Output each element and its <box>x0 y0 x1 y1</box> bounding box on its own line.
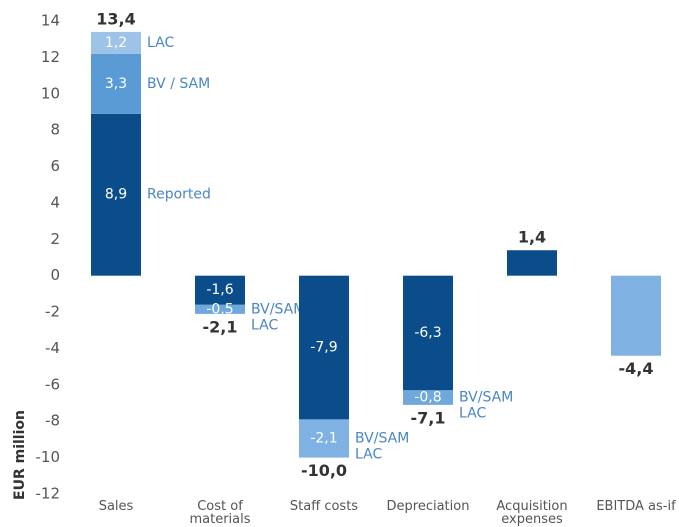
total-label: 13,4 <box>96 9 135 28</box>
segment-note: BV / SAM <box>147 76 210 92</box>
bar-segment <box>299 275 349 420</box>
y-tick-label: -10 <box>36 448 61 466</box>
y-tick-label: -6 <box>45 375 60 393</box>
segment-label: -7,9 <box>310 340 337 356</box>
segment-note: BV/SAM <box>459 390 513 406</box>
segment-label: -6,3 <box>414 325 441 341</box>
segment-label: 3,3 <box>105 76 127 92</box>
segment-label: -0,5 <box>206 301 233 317</box>
bar-segment <box>611 275 661 356</box>
bar-segment <box>195 275 245 305</box>
y-tick-label: -2 <box>45 303 60 321</box>
y-tick-label: 12 <box>41 48 60 66</box>
total-label: -10,0 <box>301 461 347 480</box>
bar-segment <box>299 419 349 458</box>
x-tick-label: Acquisition expenses <box>496 499 568 527</box>
y-tick-label: -12 <box>36 485 61 503</box>
y-tick-label: -4 <box>45 339 60 357</box>
segment-note: BV/SAM <box>355 431 409 447</box>
total-label: -2,1 <box>203 317 238 336</box>
y-axis-title: EUR million <box>12 410 28 500</box>
segment-note: LAC <box>459 406 486 422</box>
y-tick-label: 6 <box>50 157 60 175</box>
segment-note: Reported <box>147 187 211 203</box>
segment-label: 8,9 <box>105 187 127 203</box>
y-tick-label: 4 <box>50 193 60 211</box>
segment-note: LAC <box>355 447 382 463</box>
segment-label: -0,8 <box>414 390 441 406</box>
y-tick-label: 2 <box>50 230 60 248</box>
segment-note: BV/SAM <box>251 301 305 317</box>
x-tick-label: Staff costs <box>289 499 359 514</box>
x-tick-label: Depreciation <box>386 499 470 514</box>
bar-segment <box>195 304 245 314</box>
segment-note: LAC <box>147 35 174 51</box>
segment-label: 1,2 <box>105 35 127 51</box>
bar-segment <box>507 250 557 276</box>
x-tick-label: Cost of materials <box>189 499 251 527</box>
total-label: -7,1 <box>411 408 446 427</box>
bar-segment <box>403 390 453 405</box>
bar-segment <box>91 53 141 114</box>
x-tick-label: Sales <box>98 499 134 514</box>
y-tick-label: -8 <box>45 412 60 430</box>
bar-segment <box>91 31 141 54</box>
segment-label: -1,6 <box>206 282 233 298</box>
total-label: -4,4 <box>619 359 654 378</box>
bar-segment <box>91 113 141 276</box>
segment-label: -2,1 <box>310 431 337 447</box>
y-tick-label: 10 <box>41 84 60 102</box>
total-label: 1,4 <box>518 228 546 247</box>
x-tick-label: EBITDA as-if <box>596 499 676 514</box>
y-tick-label: 8 <box>50 121 60 139</box>
bar-segment <box>403 275 453 391</box>
y-tick-label: 0 <box>50 266 60 284</box>
y-tick-label: 14 <box>41 12 60 30</box>
segment-note: LAC <box>251 317 278 333</box>
